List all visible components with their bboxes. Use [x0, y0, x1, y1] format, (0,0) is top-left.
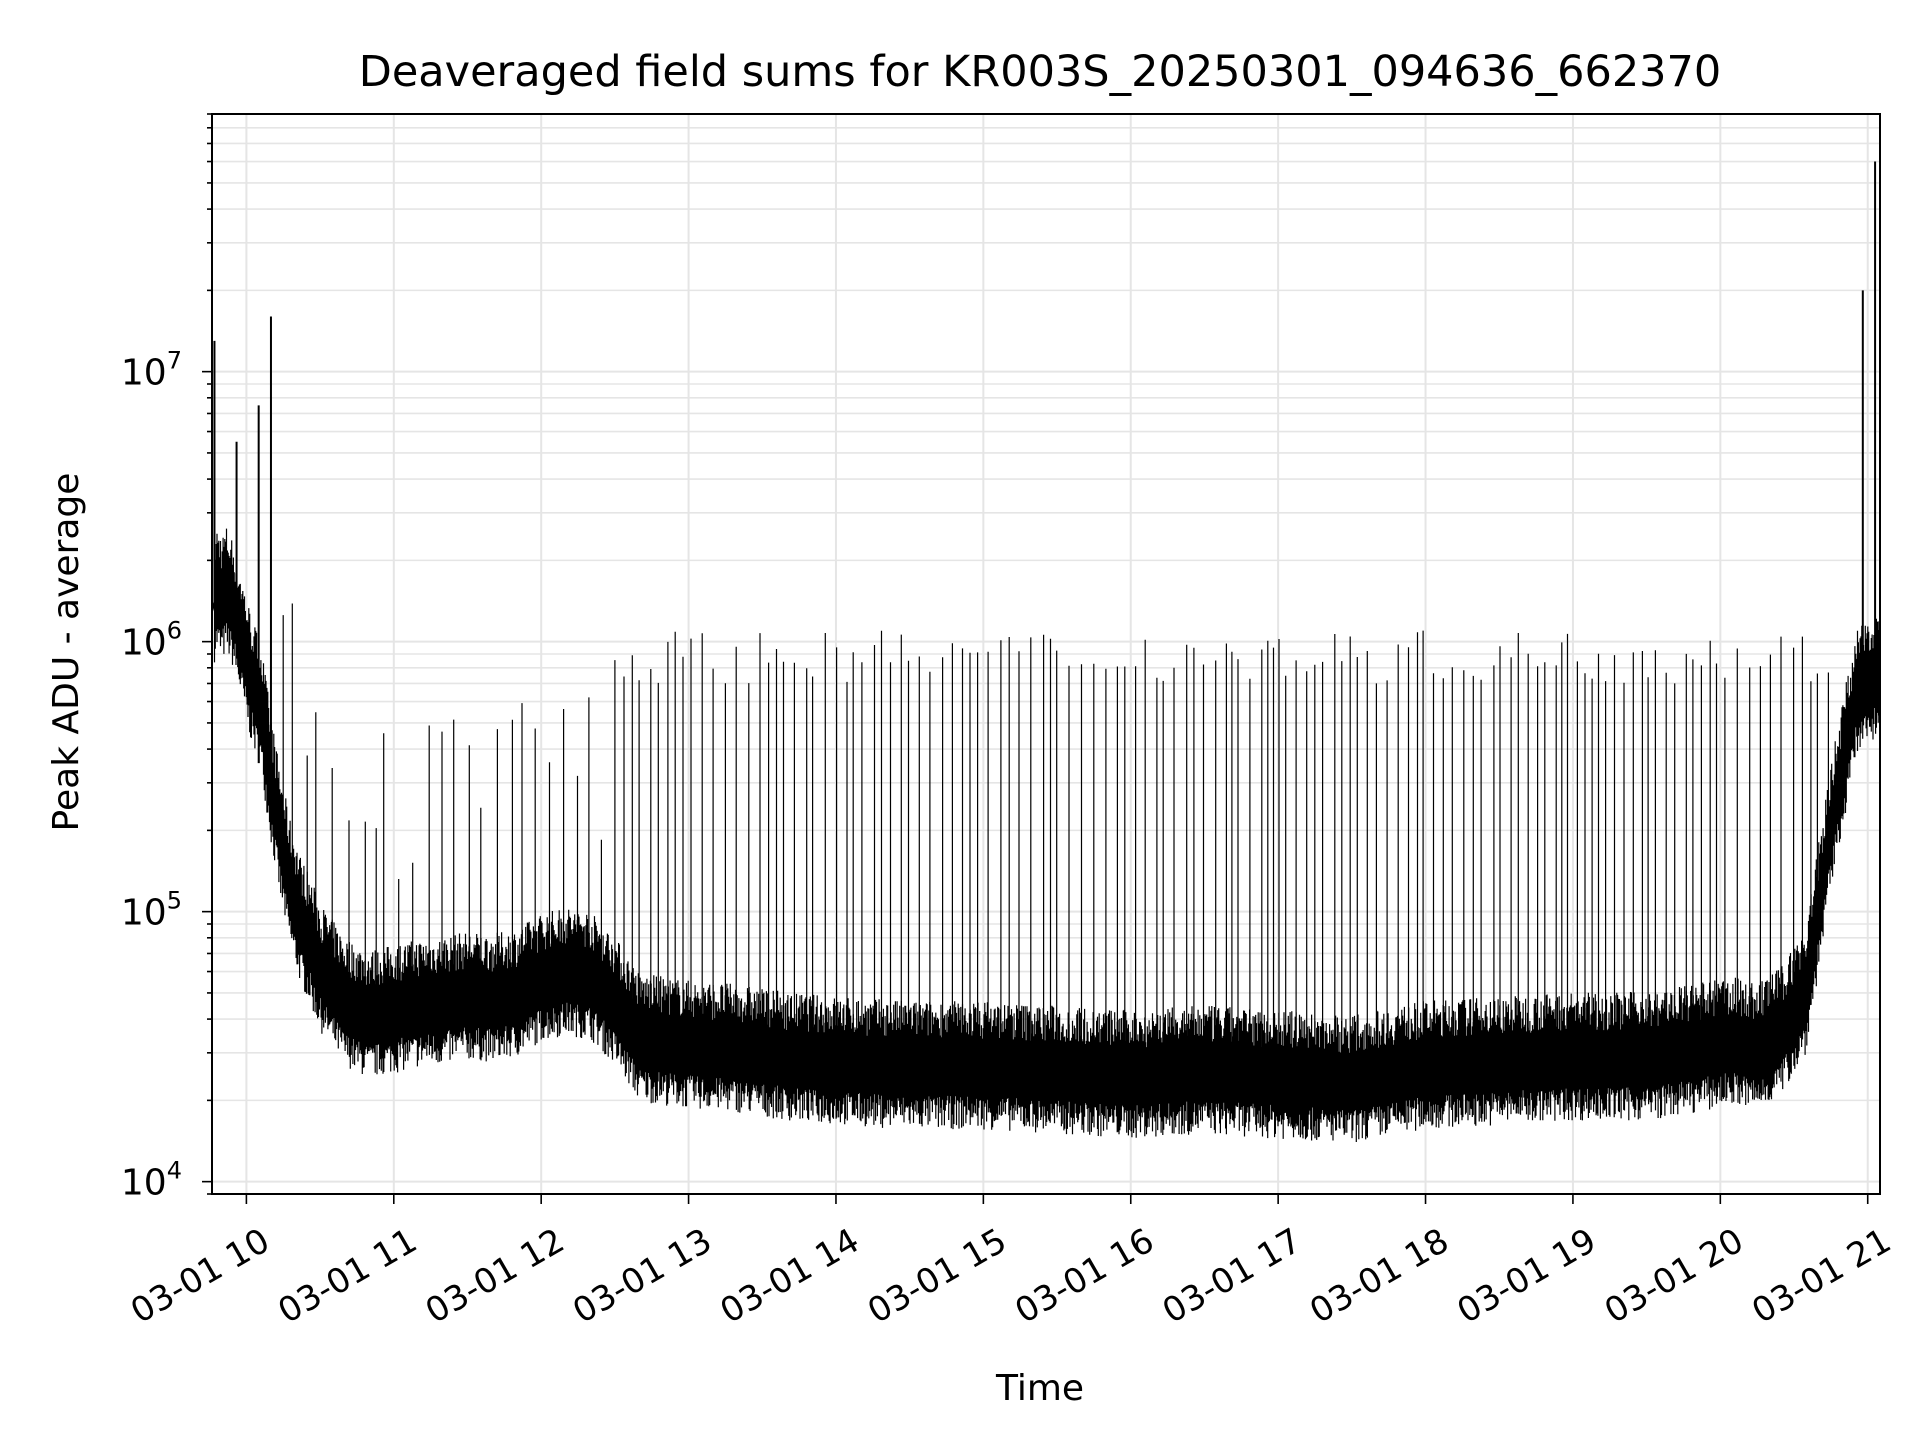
y-tick-label: 106 — [121, 617, 182, 664]
x-tick-label: 03-01 11 — [271, 1221, 423, 1332]
y-tick-base: 10 — [121, 623, 167, 664]
x-tick-label: 03-01 12 — [419, 1221, 571, 1332]
x-tick-label: 03-01 18 — [1303, 1221, 1455, 1332]
x-tick-label: 03-01 19 — [1451, 1221, 1603, 1332]
y-tick-label: 105 — [121, 887, 182, 934]
y-tick-exponent: 5 — [167, 887, 182, 915]
x-tick-label: 03-01 21 — [1745, 1221, 1897, 1332]
x-tick-label: 03-01 15 — [861, 1221, 1013, 1332]
y-tick-base: 10 — [121, 1163, 167, 1204]
x-tick-label: 03-01 14 — [714, 1221, 866, 1332]
y-tick-label: 104 — [121, 1157, 182, 1204]
y-axis-label: Peak ADU - average — [46, 473, 87, 832]
x-tick-label: 03-01 17 — [1156, 1221, 1308, 1332]
y-tick-label: 107 — [121, 347, 182, 394]
y-tick-exponent: 4 — [167, 1157, 182, 1185]
y-tick-base: 10 — [121, 353, 167, 394]
y-tick-base: 10 — [121, 893, 167, 934]
y-tick-exponent: 6 — [167, 617, 182, 645]
x-tick-label: 03-01 20 — [1598, 1221, 1750, 1332]
excursion-lines — [282, 603, 1829, 1084]
x-axis-label: Time — [995, 1368, 1084, 1409]
x-tick-label: 03-01 16 — [1008, 1221, 1160, 1332]
chart-title: Deaveraged field sums for KR003S_2025030… — [359, 47, 1722, 97]
y-tick-exponent: 7 — [167, 347, 182, 375]
data-layer — [210, 161, 1881, 1142]
x-tick-label: 03-01 13 — [566, 1221, 718, 1332]
x-tick-label: 03-01 10 — [124, 1221, 276, 1332]
noise-band — [213, 528, 1881, 1142]
